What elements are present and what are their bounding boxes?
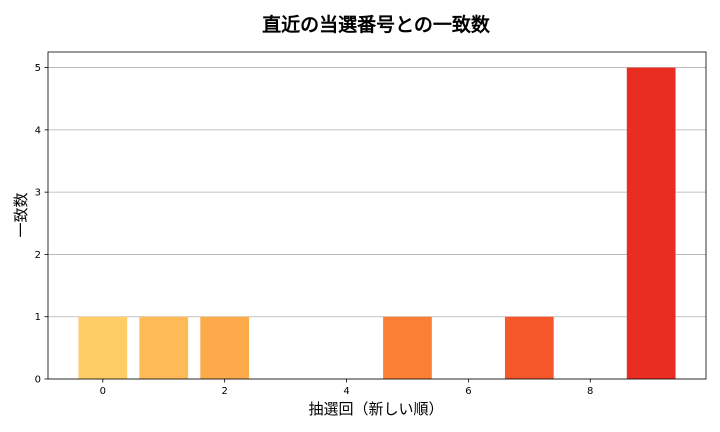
x-ticks: 0 2 4 6 8 <box>100 379 593 397</box>
x-tick-label-4: 8 <box>587 386 593 397</box>
x-tick-label-3: 6 <box>465 386 471 397</box>
x-axis-label: 抽選回（新しい順） <box>308 400 443 418</box>
bar-0 <box>78 316 128 379</box>
y-tick-label-0: 0 <box>35 375 41 386</box>
bar-5 <box>383 316 432 379</box>
plot-frame <box>47 51 707 380</box>
y-tick-label-5: 5 <box>35 63 41 74</box>
bar-2 <box>200 316 250 379</box>
y-tick-label-2: 2 <box>35 250 41 261</box>
bar-7 <box>504 316 554 379</box>
x-tick-label-2: 4 <box>343 386 349 397</box>
y-axis-label: 一致数 <box>12 192 30 237</box>
y-tick-label-1: 1 <box>35 312 41 323</box>
bar-1 <box>139 316 189 379</box>
y-ticks: 0 1 2 3 4 5 <box>35 63 48 386</box>
bar-9 <box>626 67 676 380</box>
x-tick-label-0: 0 <box>100 386 106 397</box>
bars <box>78 67 676 380</box>
chart-title: 直近の当選番号との一致数 <box>262 13 491 36</box>
y-tick-label-3: 3 <box>35 188 41 199</box>
y-tick-label-4: 4 <box>35 125 41 136</box>
x-tick-label-1: 2 <box>221 386 227 397</box>
